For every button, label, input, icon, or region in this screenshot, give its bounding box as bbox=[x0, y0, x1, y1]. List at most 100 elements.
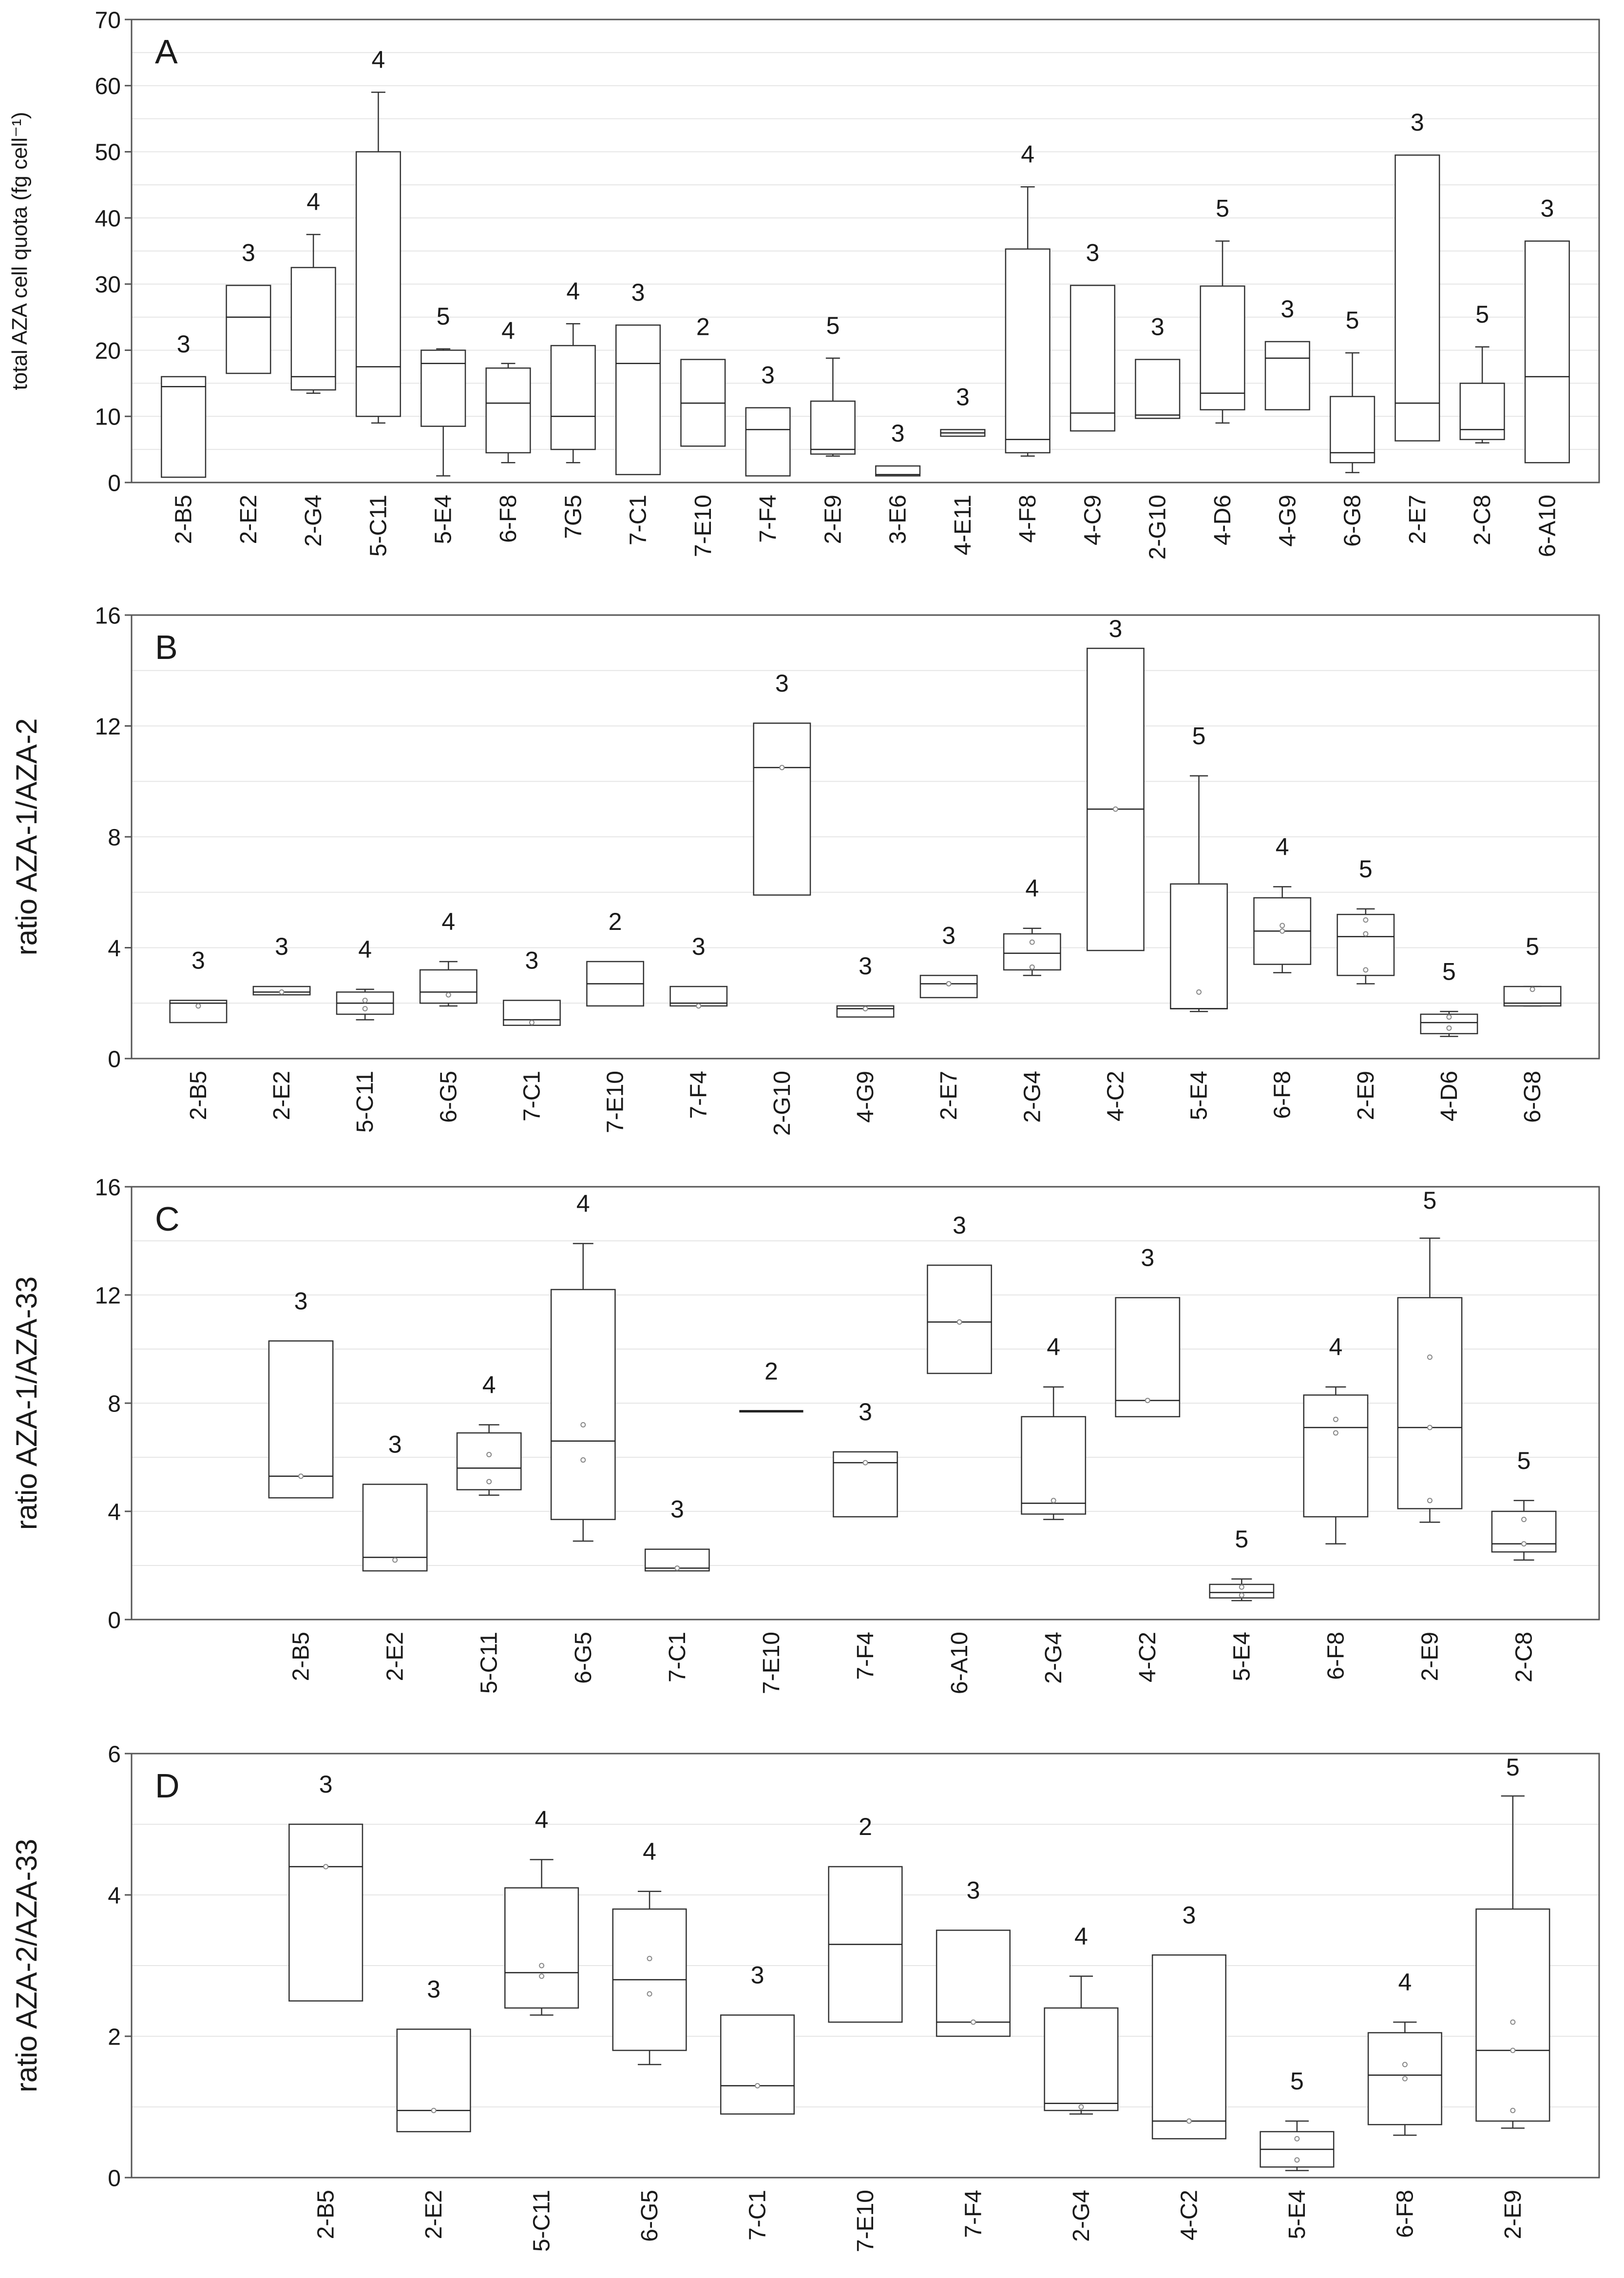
data-point bbox=[1333, 1416, 1338, 1422]
box-2-G4: 4 2-G4 bbox=[290, 188, 336, 547]
n-label: 3 bbox=[692, 933, 706, 960]
n-label: 3 bbox=[761, 362, 775, 389]
panel-c: 0 4 8 12 16 ratio AZA-1/AZA-33 C 3 2-B5 3 2-E2 4 5-C… bbox=[10, 1175, 1600, 1694]
box-4-C9: 3 4-C9 bbox=[1070, 239, 1116, 545]
box-6-G5: 4 6-G5 bbox=[550, 1190, 616, 1684]
box-iqr bbox=[720, 2014, 795, 2115]
box-iqr bbox=[288, 1823, 363, 2002]
box-iqr bbox=[355, 151, 401, 417]
panel-a: 0 10 20 30 40 50 60 70 total AZA cell quota (fg … bbox=[8, 7, 1600, 560]
box-iqr bbox=[810, 400, 856, 455]
x-tick-label: 7-E10 bbox=[690, 495, 716, 557]
box-iqr bbox=[1524, 240, 1570, 463]
data-point bbox=[1029, 939, 1035, 945]
data-point bbox=[431, 2107, 437, 2113]
data-point bbox=[1446, 1025, 1452, 1031]
n-label: 4 bbox=[441, 908, 455, 935]
y-tick-label: 40 bbox=[95, 206, 121, 232]
x-tick-label: 5-E4 bbox=[431, 495, 457, 544]
x-tick-label: 6-G5 bbox=[637, 2190, 663, 2242]
box-iqr bbox=[919, 975, 978, 999]
data-point bbox=[323, 1864, 329, 1870]
n-label: 3 bbox=[891, 420, 905, 447]
n-label: 5 bbox=[1290, 2067, 1304, 2095]
n-label: 4 bbox=[566, 277, 580, 305]
panel-label: A bbox=[155, 33, 178, 71]
box-7-F4: 3 7-F4 bbox=[745, 362, 791, 543]
box-iqr bbox=[1135, 359, 1181, 419]
data-point bbox=[1239, 1592, 1244, 1598]
data-point bbox=[1427, 1425, 1433, 1430]
y-tick-label: 30 bbox=[95, 272, 121, 298]
x-tick-label: 6-G5 bbox=[571, 1632, 596, 1684]
box-2-G4: 4 2-G4 bbox=[1003, 875, 1061, 1123]
n-label: 3 bbox=[388, 1431, 402, 1458]
box-iqr bbox=[1170, 883, 1228, 1009]
n-label: 3 bbox=[859, 952, 872, 980]
n-label: 5 bbox=[826, 312, 840, 339]
box-2-B5: 3 2-B5 bbox=[161, 330, 207, 544]
n-label: 4 bbox=[358, 936, 372, 963]
box-iqr bbox=[1397, 1297, 1463, 1509]
box-2-E2: 3 2-E2 bbox=[226, 239, 271, 544]
n-label: 5 bbox=[1506, 1754, 1520, 1781]
y-axis-label: ratio AZA-1/AZA-2 bbox=[10, 718, 43, 956]
n-label: 2 bbox=[859, 1813, 872, 1840]
box-3-E6: 3 3-E6 bbox=[875, 420, 921, 544]
box-iqr bbox=[504, 1887, 579, 2009]
data-point bbox=[1294, 2157, 1300, 2163]
data-point bbox=[1029, 964, 1035, 970]
n-label: 3 bbox=[1411, 109, 1424, 136]
x-tick-label: 2-E9 bbox=[820, 495, 846, 544]
box-5-C11: 4 5-C11 bbox=[504, 1806, 579, 2252]
box-2-G10: 3 2-G10 bbox=[1135, 313, 1181, 560]
box-5-C11: 4 5-C11 bbox=[456, 1371, 522, 1694]
data-point bbox=[1186, 2118, 1192, 2124]
box-4-D6: 5 4-D6 bbox=[1200, 195, 1245, 545]
x-tick-label: 2-E9 bbox=[1353, 1071, 1379, 1120]
n-label: 4 bbox=[643, 1838, 656, 1865]
box-iqr bbox=[1151, 1954, 1226, 2140]
x-tick-label: 5-E4 bbox=[1229, 1632, 1255, 1681]
data-point bbox=[1363, 967, 1369, 973]
data-point bbox=[362, 1006, 368, 1012]
data-point bbox=[445, 992, 451, 998]
box-7-F4: 3 7-F4 bbox=[833, 1398, 898, 1680]
box-7-C1: 3 7-C1 bbox=[644, 1496, 710, 1682]
data-point bbox=[1427, 1354, 1433, 1360]
box-2-G4: 4 2-G4 bbox=[1021, 1333, 1087, 1684]
data-point bbox=[696, 1003, 702, 1009]
x-tick-label: 2-G4 bbox=[301, 495, 326, 547]
n-label: 4 bbox=[1025, 875, 1039, 902]
n-label: 3 bbox=[1141, 1244, 1154, 1272]
box-7-C1: 3 7-C1 bbox=[503, 947, 561, 1121]
data-point bbox=[1446, 1014, 1452, 1020]
data-point bbox=[1145, 1397, 1150, 1403]
x-tick-label: 2-B5 bbox=[313, 2190, 339, 2239]
y-tick-label: 12 bbox=[95, 714, 121, 740]
box-7-E10: 2 7-E10 bbox=[739, 1358, 803, 1694]
n-label: 4 bbox=[372, 46, 385, 73]
x-tick-label: 2-E2 bbox=[269, 1071, 295, 1120]
data-point bbox=[392, 1557, 398, 1563]
box-2-E7: 3 2-E7 bbox=[1395, 109, 1440, 544]
y-tick-label: 0 bbox=[108, 2165, 121, 2191]
data-point bbox=[1402, 2062, 1408, 2067]
y-tick-label: 16 bbox=[95, 1175, 121, 1200]
x-tick-label: 4-C2 bbox=[1103, 1071, 1128, 1121]
box-iqr bbox=[420, 349, 466, 427]
n-label: 5 bbox=[437, 303, 450, 330]
box-iqr bbox=[1475, 1908, 1550, 2122]
x-tick-label: 3-E6 bbox=[885, 495, 911, 544]
data-point bbox=[1427, 1498, 1433, 1504]
box-6-F8: 4 6-F8 bbox=[1367, 1969, 1442, 2238]
box-iqr bbox=[753, 722, 811, 896]
n-label: 5 bbox=[1235, 1525, 1248, 1553]
data-point bbox=[946, 981, 952, 986]
data-point bbox=[1521, 1541, 1527, 1547]
n-label: 3 bbox=[427, 1976, 440, 2003]
n-label: 2 bbox=[609, 908, 622, 935]
n-label: 3 bbox=[1183, 1901, 1196, 1929]
data-point bbox=[298, 1473, 304, 1479]
